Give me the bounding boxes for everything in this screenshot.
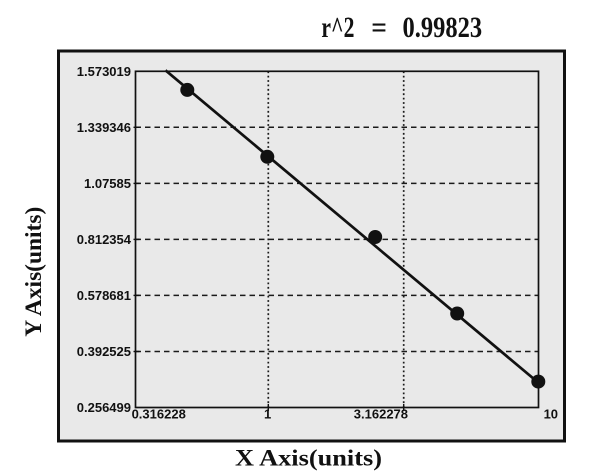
svg-text:1: 1 <box>264 407 271 422</box>
svg-text:0.256499: 0.256499 <box>77 400 131 415</box>
svg-text:0.578681: 0.578681 <box>77 288 131 303</box>
svg-text:0.316228: 0.316228 <box>132 407 186 422</box>
svg-text:0.99823: 0.99823 <box>403 11 483 44</box>
svg-text:0.812354: 0.812354 <box>77 232 132 247</box>
svg-text:1.07585: 1.07585 <box>84 176 131 191</box>
svg-text:3.162278: 3.162278 <box>354 407 408 422</box>
svg-text:1.573019: 1.573019 <box>77 64 131 79</box>
svg-text:Y Axis(units): Y Axis(units) <box>21 207 47 337</box>
svg-text:=: = <box>371 11 387 44</box>
svg-text:X Axis(units): X Axis(units) <box>235 446 382 471</box>
svg-text:r^2: r^2 <box>321 11 354 44</box>
svg-text:10: 10 <box>544 407 558 422</box>
svg-text:1.339346: 1.339346 <box>77 120 131 135</box>
svg-text:0.392525: 0.392525 <box>77 344 131 359</box>
